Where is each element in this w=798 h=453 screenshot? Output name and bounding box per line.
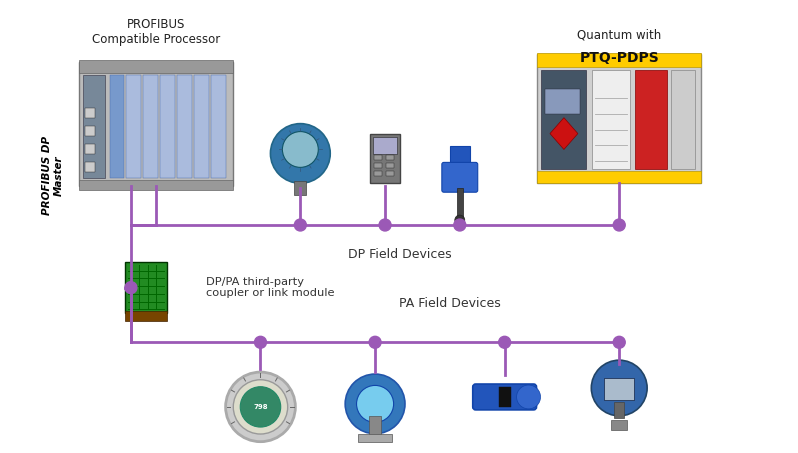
- Bar: [611, 420, 627, 430]
- Bar: [79, 59, 233, 73]
- Text: 798: 798: [253, 404, 268, 410]
- Circle shape: [240, 387, 281, 427]
- Circle shape: [125, 282, 137, 294]
- Bar: [358, 452, 392, 453]
- Circle shape: [233, 380, 288, 434]
- Bar: [211, 76, 226, 178]
- Circle shape: [282, 131, 318, 167]
- Text: DP/PA third-party
coupler or link module: DP/PA third-party coupler or link module: [206, 277, 334, 299]
- Circle shape: [455, 215, 464, 225]
- Circle shape: [255, 336, 267, 348]
- Bar: [670, 70, 696, 169]
- Text: Quantum with: Quantum with: [577, 28, 662, 41]
- Bar: [374, 171, 382, 176]
- Bar: [83, 76, 105, 178]
- Bar: [177, 76, 192, 178]
- Bar: [126, 76, 141, 178]
- Polygon shape: [550, 118, 578, 149]
- FancyBboxPatch shape: [472, 384, 536, 410]
- Bar: [545, 89, 580, 114]
- Bar: [456, 188, 463, 218]
- Text: DP Field Devices: DP Field Devices: [348, 248, 452, 261]
- Bar: [614, 402, 624, 418]
- Bar: [160, 76, 176, 178]
- Circle shape: [499, 336, 511, 348]
- Bar: [370, 134, 400, 183]
- FancyBboxPatch shape: [442, 162, 478, 192]
- Bar: [450, 146, 470, 169]
- Bar: [374, 164, 382, 169]
- Circle shape: [613, 219, 625, 231]
- Circle shape: [454, 219, 466, 231]
- Bar: [85, 144, 95, 154]
- Circle shape: [226, 372, 295, 442]
- Bar: [537, 171, 701, 183]
- Text: PROFIBUS DP
Master: PROFIBUS DP Master: [42, 136, 64, 215]
- Bar: [79, 62, 233, 186]
- Bar: [358, 434, 392, 442]
- Bar: [592, 70, 630, 169]
- Bar: [369, 416, 381, 438]
- Bar: [604, 378, 634, 400]
- Bar: [85, 162, 95, 172]
- Circle shape: [369, 336, 381, 348]
- Bar: [85, 108, 95, 118]
- Bar: [386, 164, 394, 169]
- Bar: [537, 53, 701, 67]
- Bar: [294, 181, 306, 195]
- Bar: [373, 136, 397, 154]
- Bar: [79, 180, 233, 190]
- Bar: [374, 155, 382, 160]
- Circle shape: [271, 124, 330, 183]
- Bar: [386, 171, 394, 176]
- Bar: [499, 387, 511, 407]
- Bar: [144, 76, 158, 178]
- Bar: [194, 76, 209, 178]
- Circle shape: [516, 385, 540, 409]
- Circle shape: [379, 219, 391, 231]
- Bar: [386, 155, 394, 160]
- Circle shape: [294, 219, 306, 231]
- Bar: [634, 70, 666, 169]
- Bar: [85, 126, 95, 136]
- Bar: [541, 70, 586, 169]
- Text: PTQ-PDPS: PTQ-PDPS: [579, 51, 659, 65]
- Text: PROFIBUS
Compatible Processor: PROFIBUS Compatible Processor: [92, 18, 220, 46]
- Circle shape: [357, 386, 393, 422]
- Circle shape: [613, 336, 625, 348]
- Circle shape: [346, 374, 405, 434]
- Bar: [109, 76, 124, 178]
- Text: PA Field Devices: PA Field Devices: [399, 298, 500, 310]
- Bar: [125, 262, 167, 313]
- Bar: [125, 312, 167, 322]
- Circle shape: [591, 360, 647, 416]
- Bar: [537, 54, 701, 183]
